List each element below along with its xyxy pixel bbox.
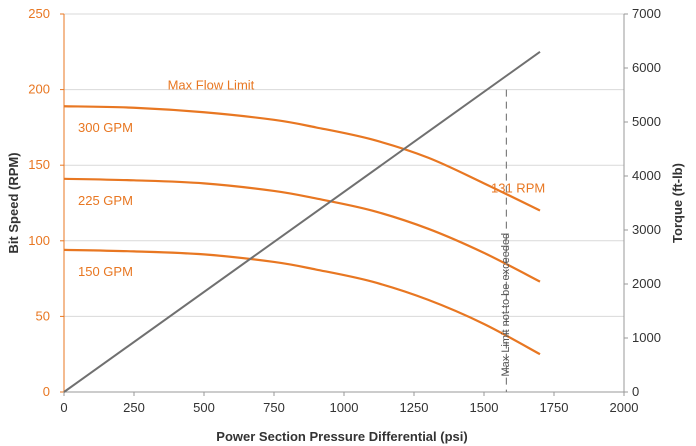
y-tick-label-100: 100 — [28, 233, 50, 248]
y-tick-label-50: 50 — [36, 308, 50, 323]
series-line-150-gpm — [63, 248, 541, 356]
y2-tick-label-5000: 5000 — [632, 114, 661, 129]
axes — [60, 13, 628, 396]
annotation-131-rpm: 131 RPM — [491, 180, 545, 195]
x-axis-title: Power Section Pressure Differential (psi… — [216, 429, 467, 444]
y2-tick-label-1000: 1000 — [632, 330, 661, 345]
y-tick-label-250: 250 — [28, 6, 50, 21]
x-tick-label-250: 250 — [123, 400, 145, 415]
grid-lines — [64, 13, 624, 317]
x-tick-label-1250: 1250 — [400, 400, 429, 415]
x-tick-label-1000: 1000 — [330, 400, 359, 415]
x-tick-label-2000: 2000 — [610, 400, 639, 415]
series-label-225-gpm: 225 GPM — [78, 193, 133, 208]
x-tick-label-500: 500 — [193, 400, 215, 415]
x-tick-label-0: 0 — [60, 400, 67, 415]
series-line-225-gpm — [63, 177, 541, 283]
y2-tick-label-4000: 4000 — [632, 168, 661, 183]
annotation-max-flow-limit: Max Flow Limit — [168, 78, 255, 93]
series-line-300-gpm — [63, 105, 541, 212]
series-line-torque — [63, 50, 541, 393]
y2-tick-label-3000: 3000 — [632, 222, 661, 237]
x-tick-label-750: 750 — [263, 400, 285, 415]
x-tick-label-1750: 1750 — [540, 400, 569, 415]
y2-tick-label-2000: 2000 — [632, 276, 661, 291]
y-axis-title: Bit Speed (RPM) — [6, 152, 21, 253]
tick-labels: 0501001502002500100020003000400050006000… — [28, 6, 661, 415]
y2-tick-label-6000: 6000 — [632, 60, 661, 75]
x-tick-label-1500: 1500 — [470, 400, 499, 415]
y-tick-label-0: 0 — [43, 384, 50, 399]
y-tick-label-150: 150 — [28, 157, 50, 172]
y-tick-label-200: 200 — [28, 82, 50, 97]
series-label-150-gpm: 150 GPM — [78, 264, 133, 279]
annotations: 300 GPM 225 GPM 150 GPM Max Flow Limit 131 R… — [78, 78, 545, 377]
y2-tick-label-7000: 7000 — [632, 6, 661, 21]
y2-tick-label-0: 0 — [632, 384, 639, 399]
y2-axis-title: Torque (ft-lb) — [670, 163, 685, 243]
annotation-max-limit-not-to-be-exceeded: Max Limit not to be exceeded — [500, 233, 512, 377]
series — [63, 50, 541, 393]
series-label-300-gpm: 300 GPM — [78, 120, 133, 135]
